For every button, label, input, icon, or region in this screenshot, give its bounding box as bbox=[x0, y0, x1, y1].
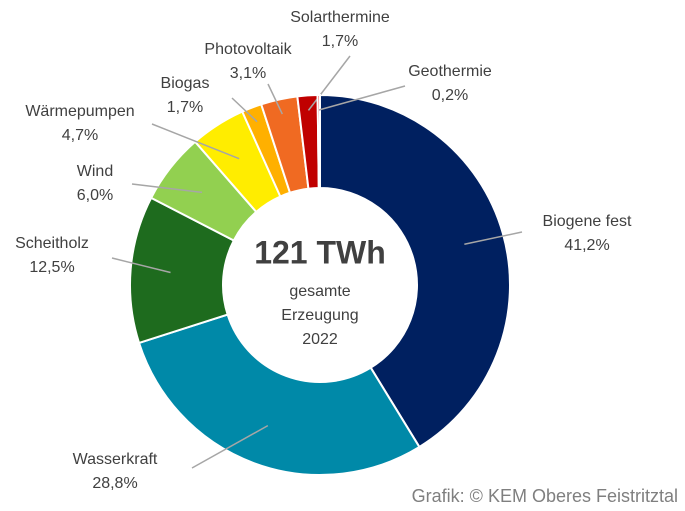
category-label: Scheitholz bbox=[15, 235, 89, 252]
value-label: 28,8% bbox=[92, 475, 137, 492]
value-label: 12,5% bbox=[29, 259, 74, 276]
value-label: 1,7% bbox=[322, 33, 358, 50]
leader-line bbox=[267, 83, 284, 115]
leader-line bbox=[131, 183, 203, 194]
donut-segment bbox=[137, 313, 421, 476]
leader-line bbox=[191, 424, 269, 469]
center-text: gesamte bbox=[289, 283, 350, 300]
leader-line bbox=[318, 85, 406, 111]
value-label: 1,7% bbox=[167, 99, 203, 116]
value-label: 6,0% bbox=[77, 187, 113, 204]
leader-line bbox=[307, 55, 351, 111]
center-title: 121 TWh bbox=[254, 234, 386, 270]
category-label: Photovoltaik bbox=[204, 41, 292, 58]
donut: Biogene fest 41,2% Wasserkraft 28,8% Scheith… bbox=[15, 9, 632, 492]
category-label: Wasserkraft bbox=[73, 451, 158, 468]
category-label: Wärmepumpen bbox=[25, 103, 134, 120]
value-label: 4,7% bbox=[62, 127, 98, 144]
category-label: Solarthermine bbox=[290, 9, 390, 26]
category-label: Wind bbox=[77, 163, 113, 180]
center-text: Erzeugung bbox=[281, 307, 358, 324]
value-label: 3,1% bbox=[230, 65, 266, 82]
value-label: 0,2% bbox=[432, 87, 468, 104]
category-label: Geothermie bbox=[408, 63, 492, 80]
value-label: 41,2% bbox=[564, 237, 609, 254]
credit: Grafik: © KEM Oberes Feistritztal bbox=[412, 486, 678, 506]
leader-line bbox=[464, 231, 523, 245]
donut-segment bbox=[316, 93, 321, 190]
leader-line bbox=[111, 257, 171, 274]
donut-segment bbox=[319, 93, 511, 449]
category-label: Biogas bbox=[161, 75, 210, 92]
category-label: Biogene fest bbox=[543, 213, 633, 230]
leader-line bbox=[151, 123, 240, 160]
center-text: 2022 bbox=[302, 331, 338, 348]
leader-line bbox=[231, 97, 258, 123]
